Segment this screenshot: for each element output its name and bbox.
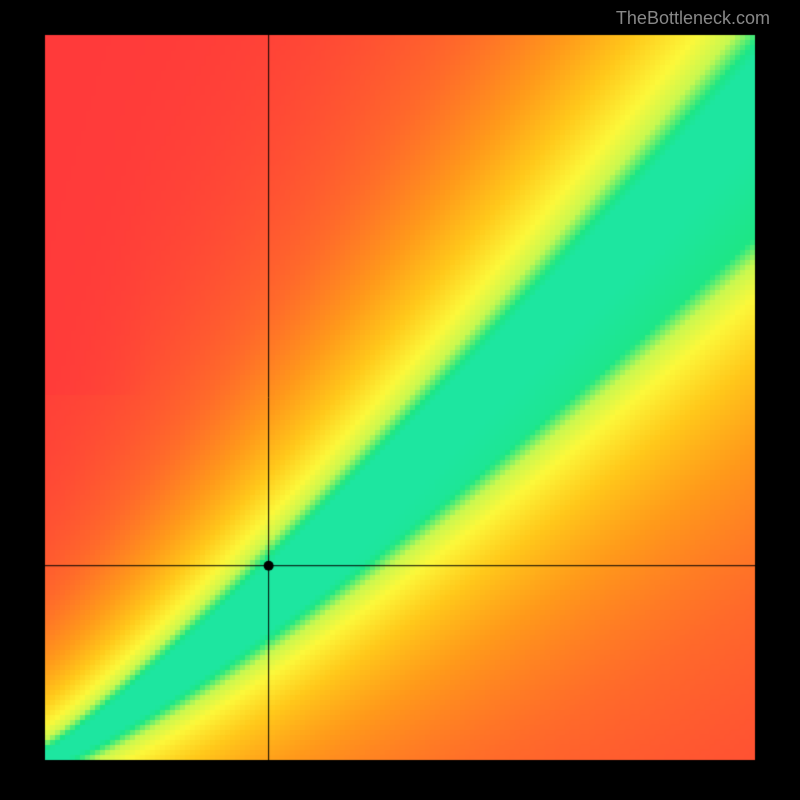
watermark-text: TheBottleneck.com <box>616 8 770 29</box>
chart-container: TheBottleneck.com <box>0 0 800 800</box>
bottleneck-heatmap <box>0 0 800 800</box>
